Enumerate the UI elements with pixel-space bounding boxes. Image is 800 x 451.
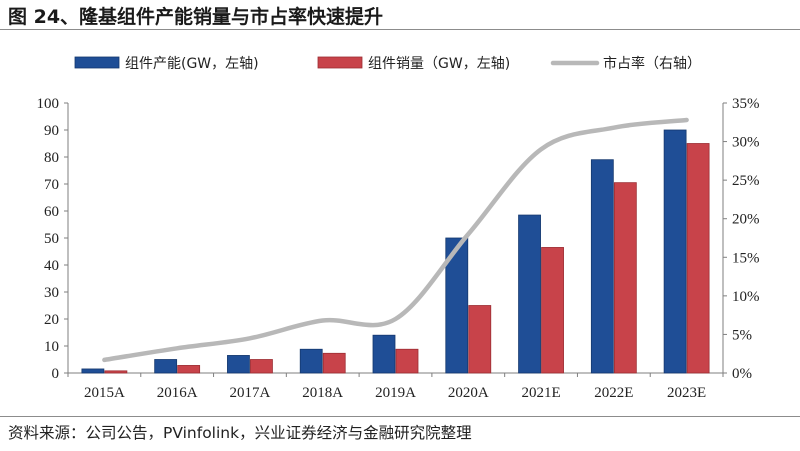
capacity-bar	[372, 334, 396, 374]
capacity-bar	[154, 359, 178, 374]
left-tick-label: 90	[44, 123, 59, 139]
sales-bar	[686, 143, 710, 374]
x-tick-label: 2018A	[302, 385, 343, 401]
capacity-bar	[663, 129, 687, 374]
left-tick-label: 10	[44, 339, 59, 355]
x-tick-label: 2022E	[594, 385, 633, 401]
right-tick-label: 30%	[732, 135, 760, 151]
right-tick-label: 35%	[732, 96, 760, 112]
sales-bar	[322, 352, 346, 374]
capacity-bar	[518, 214, 541, 374]
legend-capacity-label: 组件产能(GW，左轴)	[125, 56, 259, 72]
left-tick-label: 70	[44, 177, 59, 193]
capacity-bar	[299, 348, 323, 374]
left-tick-label: 40	[44, 258, 59, 274]
sales-bar	[104, 370, 128, 374]
bars	[81, 129, 710, 374]
left-tick-label: 20	[44, 312, 59, 328]
capacity-bar	[590, 159, 614, 374]
x-tick-label: 2021E	[521, 385, 560, 401]
sales-bar	[468, 305, 492, 374]
right-tick-label: 5%	[732, 327, 752, 343]
legend: 组件产能(GW，左轴) 组件销量（GW，左轴) 市占率（右轴）	[74, 55, 701, 72]
right-tick-label: 0%	[732, 366, 752, 382]
legend-sales-swatch	[317, 56, 363, 69]
share-line	[102, 117, 689, 363]
x-tick-label: 2017A	[230, 385, 271, 401]
axes: 0 10 20 30 40 50 60 70 80 90 100 0% 5% 10% 15% 20% 25% 30…	[37, 96, 760, 401]
left-tick-label: 80	[44, 150, 59, 166]
right-tick-label: 10%	[732, 289, 760, 305]
left-tick-label: 50	[44, 231, 59, 247]
left-tick-label: 60	[44, 204, 59, 220]
legend-sales-label: 组件销量（GW，左轴)	[368, 56, 510, 72]
source-divider	[0, 416, 800, 417]
sales-bar	[177, 365, 201, 374]
left-tick-label: 0	[52, 366, 60, 382]
x-tick-label: 2019A	[375, 385, 416, 401]
sales-bar	[613, 182, 637, 374]
x-tick-label: 2020A	[448, 385, 489, 401]
legend-capacity-swatch	[74, 56, 120, 69]
x-tick-label: 2015A	[84, 385, 125, 401]
share-line-path	[102, 117, 689, 363]
right-tick-label: 25%	[732, 173, 760, 189]
right-tick-label: 15%	[732, 250, 760, 266]
legend-share-label: 市占率（右轴）	[603, 55, 701, 72]
chart-title: 图 24、隆基组件产能销量与市占率快速提升	[8, 6, 384, 28]
source-note: 资料来源：公司公告，PVinfolink，兴业证券经济与金融研究院整理	[8, 424, 472, 442]
capacity-bar	[227, 355, 250, 374]
left-tick-label: 30	[44, 285, 59, 301]
sales-bar	[541, 247, 564, 374]
x-tick-label: 2023E	[667, 385, 706, 401]
title-divider	[0, 29, 800, 30]
sales-bar	[395, 348, 419, 374]
left-tick-label: 100	[37, 96, 60, 112]
sales-bar	[250, 359, 273, 374]
x-tick-label: 2016A	[157, 385, 198, 401]
right-tick-label: 20%	[732, 212, 760, 228]
capacity-bar	[81, 368, 105, 374]
capacity-bar	[445, 237, 469, 374]
